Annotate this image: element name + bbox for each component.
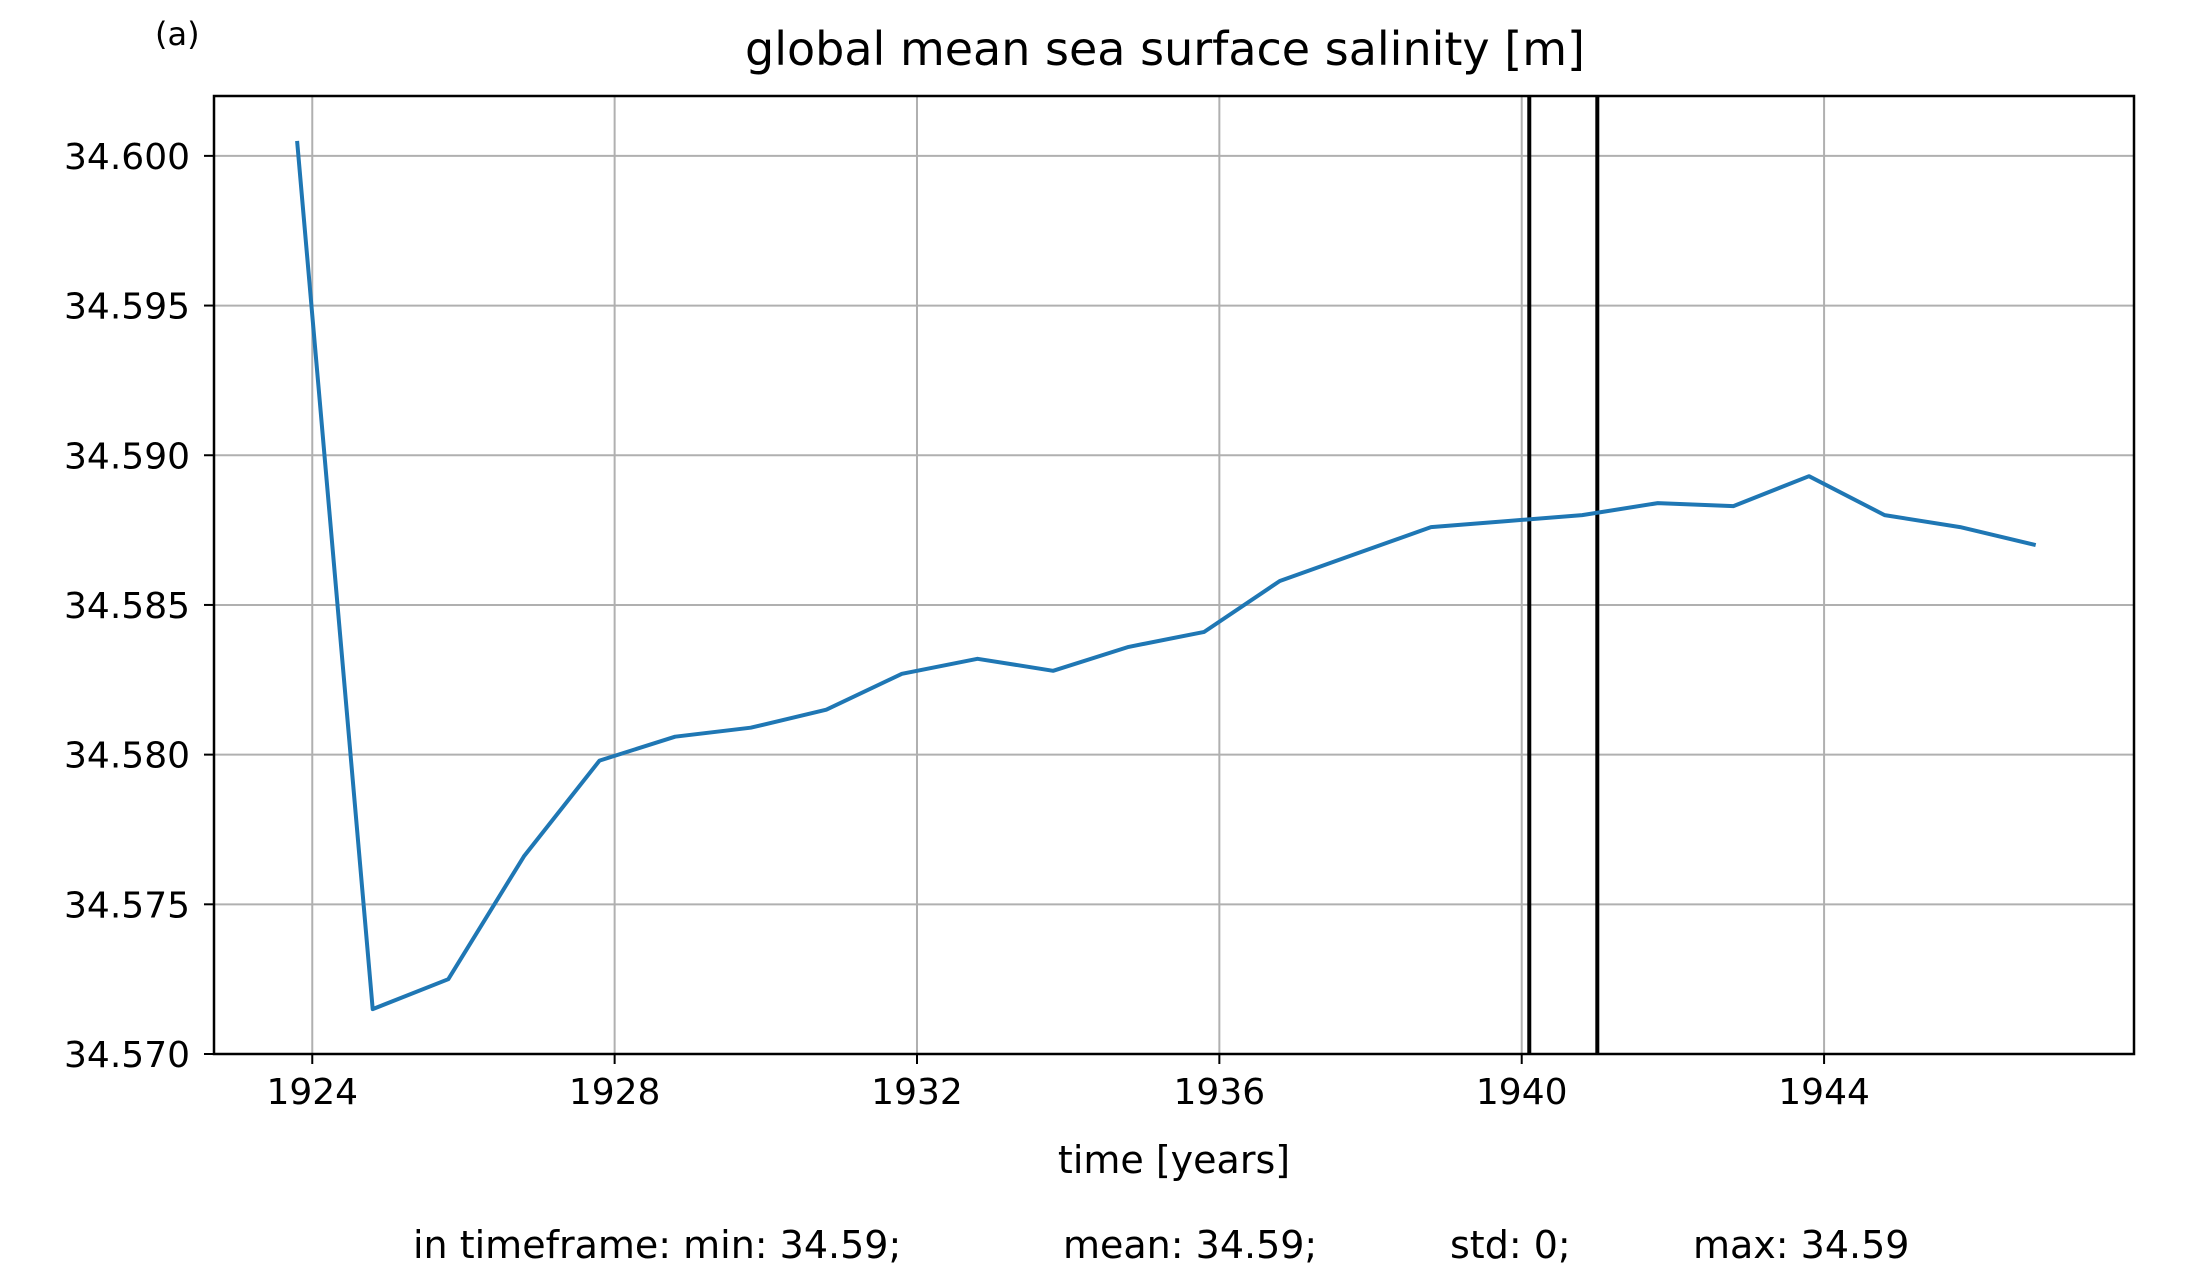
y-tick-label: 34.590 — [64, 436, 190, 477]
footer-std: std: 0; — [1450, 1223, 1571, 1263]
y-tick-label: 34.595 — [64, 287, 190, 328]
grid — [214, 96, 2134, 1055]
plot-frame — [212, 94, 2136, 1056]
footer-max: max: 34.59 — [1693, 1223, 1909, 1263]
panel-label: (a) — [155, 15, 200, 53]
y-tick-label: 34.585 — [64, 586, 190, 627]
x-tick-label: 1944 — [1778, 1072, 1870, 1113]
y-axis-ticks: 34.570 34.575 34.580 34.585 34.590 34.595 34.6… — [64, 137, 214, 1076]
x-axis-ticks: 1924 1928 1932 1936 1940 1944 — [266, 1054, 1870, 1113]
y-tick-label: 34.580 — [64, 736, 190, 777]
y-tick-label: 34.600 — [64, 137, 190, 178]
y-tick-label: 34.575 — [64, 885, 190, 926]
footer-stats: in timeframe: min: 34.59; mean: 34.59; s… — [413, 1223, 1909, 1263]
x-axis-label: time [years] — [1058, 1138, 1290, 1182]
vertical-markers — [1527, 96, 1600, 1054]
x-tick-label: 1928 — [569, 1072, 661, 1113]
series-line — [295, 140, 2037, 1012]
footer-min: in timeframe: min: 34.59; — [413, 1223, 901, 1263]
series-group — [295, 140, 2037, 1012]
x-tick-label: 1932 — [871, 1072, 963, 1113]
x-tick-label: 1936 — [1174, 1072, 1266, 1113]
chart-title: global mean sea surface salinity [m] — [745, 22, 1585, 76]
y-tick-label: 34.570 — [64, 1035, 190, 1076]
x-tick-label: 1924 — [266, 1072, 358, 1113]
x-tick-label: 1940 — [1476, 1072, 1568, 1113]
footer-mean: mean: 34.59; — [1063, 1223, 1317, 1263]
